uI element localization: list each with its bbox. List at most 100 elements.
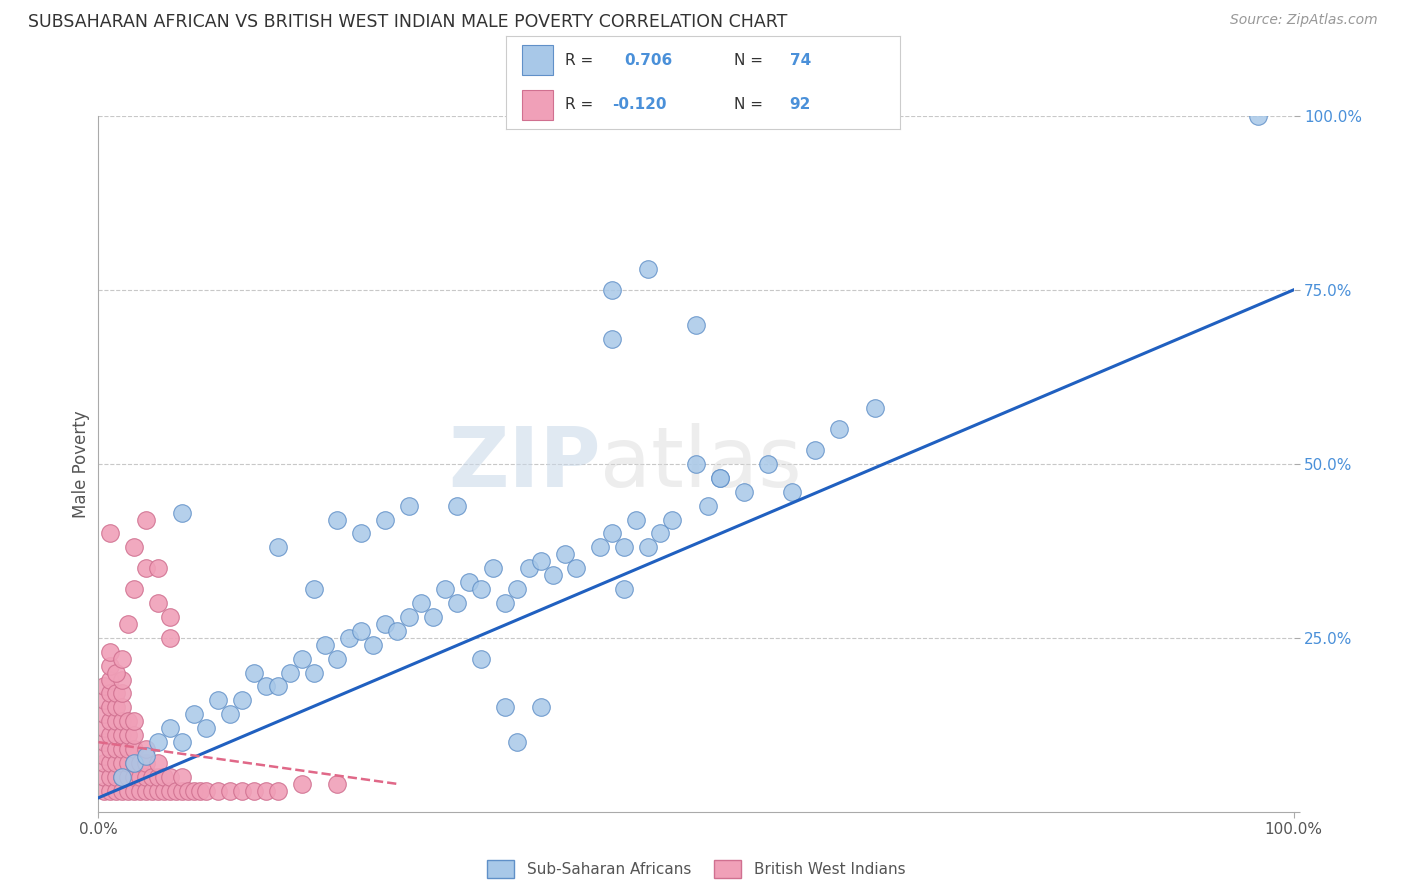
Point	[254, 784, 277, 798]
Point	[733, 484, 755, 499]
Point	[302, 582, 325, 596]
Point	[129, 756, 152, 770]
Point	[637, 262, 659, 277]
Point	[135, 756, 157, 770]
Text: N =: N =	[734, 97, 768, 112]
Point	[111, 651, 134, 665]
Point	[111, 770, 134, 784]
Point	[685, 318, 707, 332]
Point	[117, 770, 139, 784]
Text: -0.120: -0.120	[613, 97, 666, 112]
Point	[529, 700, 551, 714]
Point	[135, 561, 157, 575]
Point	[93, 784, 115, 798]
Point	[98, 645, 122, 659]
Point	[398, 499, 420, 513]
Point	[159, 770, 181, 784]
Point	[648, 526, 672, 541]
Point	[374, 616, 396, 631]
Point	[148, 770, 170, 784]
Point	[98, 756, 122, 770]
Text: 92: 92	[790, 97, 811, 112]
Text: atlas: atlas	[600, 424, 801, 504]
Point	[105, 742, 128, 756]
Point	[124, 756, 146, 770]
Point	[326, 512, 349, 526]
Bar	[522, 90, 554, 120]
Point	[124, 714, 146, 729]
Point	[105, 686, 128, 700]
Text: N =: N =	[734, 53, 768, 68]
Point	[172, 506, 194, 520]
Point	[780, 484, 803, 499]
Point	[350, 624, 373, 638]
Point	[458, 575, 481, 590]
Point	[589, 541, 612, 555]
Point	[613, 541, 636, 555]
Point	[446, 499, 468, 513]
Point	[243, 784, 266, 798]
Point	[117, 714, 139, 729]
Point	[278, 665, 301, 680]
Point	[1246, 109, 1268, 123]
Point	[446, 596, 468, 610]
Text: R =: R =	[565, 53, 599, 68]
Point	[135, 512, 157, 526]
Point	[93, 721, 115, 735]
Point	[111, 784, 134, 798]
Point	[129, 770, 152, 784]
Point	[194, 721, 217, 735]
Point	[219, 707, 242, 722]
Point	[804, 442, 827, 457]
Point	[141, 784, 163, 798]
Point	[93, 770, 115, 784]
Point	[613, 582, 636, 596]
Point	[124, 742, 146, 756]
Point	[494, 700, 516, 714]
Point	[117, 616, 139, 631]
Point	[422, 610, 444, 624]
Point	[135, 770, 157, 784]
Point	[756, 457, 779, 471]
Point	[517, 561, 540, 575]
Point	[254, 680, 277, 694]
Point	[600, 526, 623, 541]
Point	[188, 784, 211, 798]
Point	[98, 784, 122, 798]
Point	[117, 756, 139, 770]
Point	[637, 541, 659, 555]
Point	[685, 457, 707, 471]
Point	[111, 756, 134, 770]
Point	[135, 742, 157, 756]
Text: Source: ZipAtlas.com: Source: ZipAtlas.com	[1230, 13, 1378, 28]
Point	[141, 770, 163, 784]
Point	[661, 512, 683, 526]
Point	[159, 721, 181, 735]
Text: 0.706: 0.706	[624, 53, 672, 68]
Point	[600, 332, 623, 346]
Point	[267, 784, 290, 798]
Point	[231, 784, 253, 798]
Point	[105, 714, 128, 729]
Legend: Sub-Saharan Africans, British West Indians: Sub-Saharan Africans, British West India…	[481, 855, 911, 884]
Point	[470, 582, 492, 596]
Point	[124, 784, 146, 798]
Point	[624, 512, 647, 526]
Y-axis label: Male Poverty: Male Poverty	[72, 410, 90, 517]
Point	[124, 728, 146, 742]
Point	[363, 638, 385, 652]
Point	[98, 526, 122, 541]
Point	[177, 784, 200, 798]
Point	[709, 471, 731, 485]
Text: ZIP: ZIP	[449, 424, 600, 504]
Point	[105, 728, 128, 742]
Point	[207, 693, 229, 707]
Point	[529, 554, 551, 568]
Point	[124, 582, 146, 596]
Point	[374, 512, 396, 526]
Point	[411, 596, 433, 610]
Point	[98, 686, 122, 700]
Point	[470, 651, 492, 665]
Point	[148, 735, 170, 749]
Point	[153, 770, 176, 784]
